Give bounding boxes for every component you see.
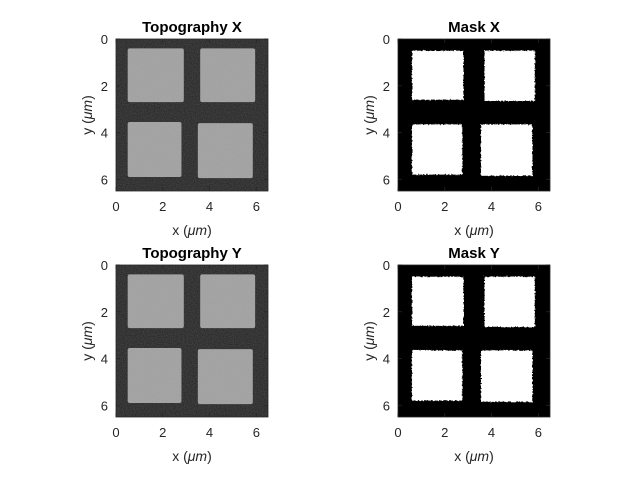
x-axis-label: x (μm) — [172, 222, 212, 238]
subplot-title: Mask Y — [448, 245, 499, 262]
x-tick-label: 4 — [206, 425, 213, 440]
y-tick-label: 0 — [383, 258, 390, 273]
x-axis-label: x (μm) — [454, 222, 494, 238]
y-tick-label: 2 — [383, 305, 390, 320]
y-tick-label: 6 — [383, 172, 390, 187]
x-tick-label: 6 — [535, 425, 542, 440]
y-tick-label: 4 — [101, 126, 108, 141]
y-tick-label: 4 — [383, 126, 390, 141]
topography-texture — [116, 39, 268, 191]
axes-frame — [397, 264, 551, 418]
axes-frame — [115, 264, 269, 418]
y-axis-label: y (μm) — [79, 95, 95, 135]
y-tick-label: 6 — [101, 172, 108, 187]
y-axis-label: y (μm) — [361, 321, 377, 361]
y-axis-label: y (μm) — [361, 95, 377, 135]
x-tick-label: 0 — [112, 199, 119, 214]
mask-region-1 — [412, 276, 464, 326]
x-axis-label: x (μm) — [454, 448, 494, 464]
x-tick-label: 0 — [394, 199, 401, 214]
y-tick-label: 2 — [383, 79, 390, 94]
y-tick-label: 2 — [101, 79, 108, 94]
x-tick-label: 4 — [488, 199, 495, 214]
axes-frame — [397, 38, 551, 192]
axes-frame — [115, 38, 269, 192]
subplot-title: Topography Y — [142, 245, 241, 262]
topography-texture — [116, 265, 268, 417]
mask-region-4 — [481, 350, 533, 402]
x-axis-label: x (μm) — [172, 448, 212, 464]
mask-region-1 — [412, 50, 464, 100]
x-tick-label: 2 — [441, 425, 448, 440]
x-tick-label: 4 — [206, 199, 213, 214]
y-tick-label: 6 — [101, 398, 108, 413]
x-tick-label: 2 — [441, 199, 448, 214]
mask-region-3 — [412, 350, 463, 401]
x-tick-label: 6 — [535, 199, 542, 214]
y-tick-label: 4 — [383, 352, 390, 367]
y-tick-label: 4 — [101, 352, 108, 367]
y-tick-label: 2 — [101, 305, 108, 320]
mask-region-4 — [481, 124, 533, 176]
x-tick-label: 6 — [253, 199, 260, 214]
y-tick-label: 0 — [383, 32, 390, 47]
y-tick-label: 0 — [101, 32, 108, 47]
subplot-title: Mask X — [448, 19, 500, 36]
x-tick-label: 2 — [159, 425, 166, 440]
x-tick-label: 0 — [394, 425, 401, 440]
subplot-title: Topography X — [142, 19, 242, 36]
x-tick-label: 4 — [488, 425, 495, 440]
mask-region-2 — [484, 50, 535, 101]
y-tick-label: 6 — [383, 398, 390, 413]
mask-region-2 — [484, 276, 535, 327]
y-axis-label: y (μm) — [79, 321, 95, 361]
y-tick-label: 0 — [101, 258, 108, 273]
x-tick-label: 0 — [112, 425, 119, 440]
x-tick-label: 6 — [253, 425, 260, 440]
x-tick-label: 2 — [159, 199, 166, 214]
mask-region-3 — [412, 124, 463, 175]
